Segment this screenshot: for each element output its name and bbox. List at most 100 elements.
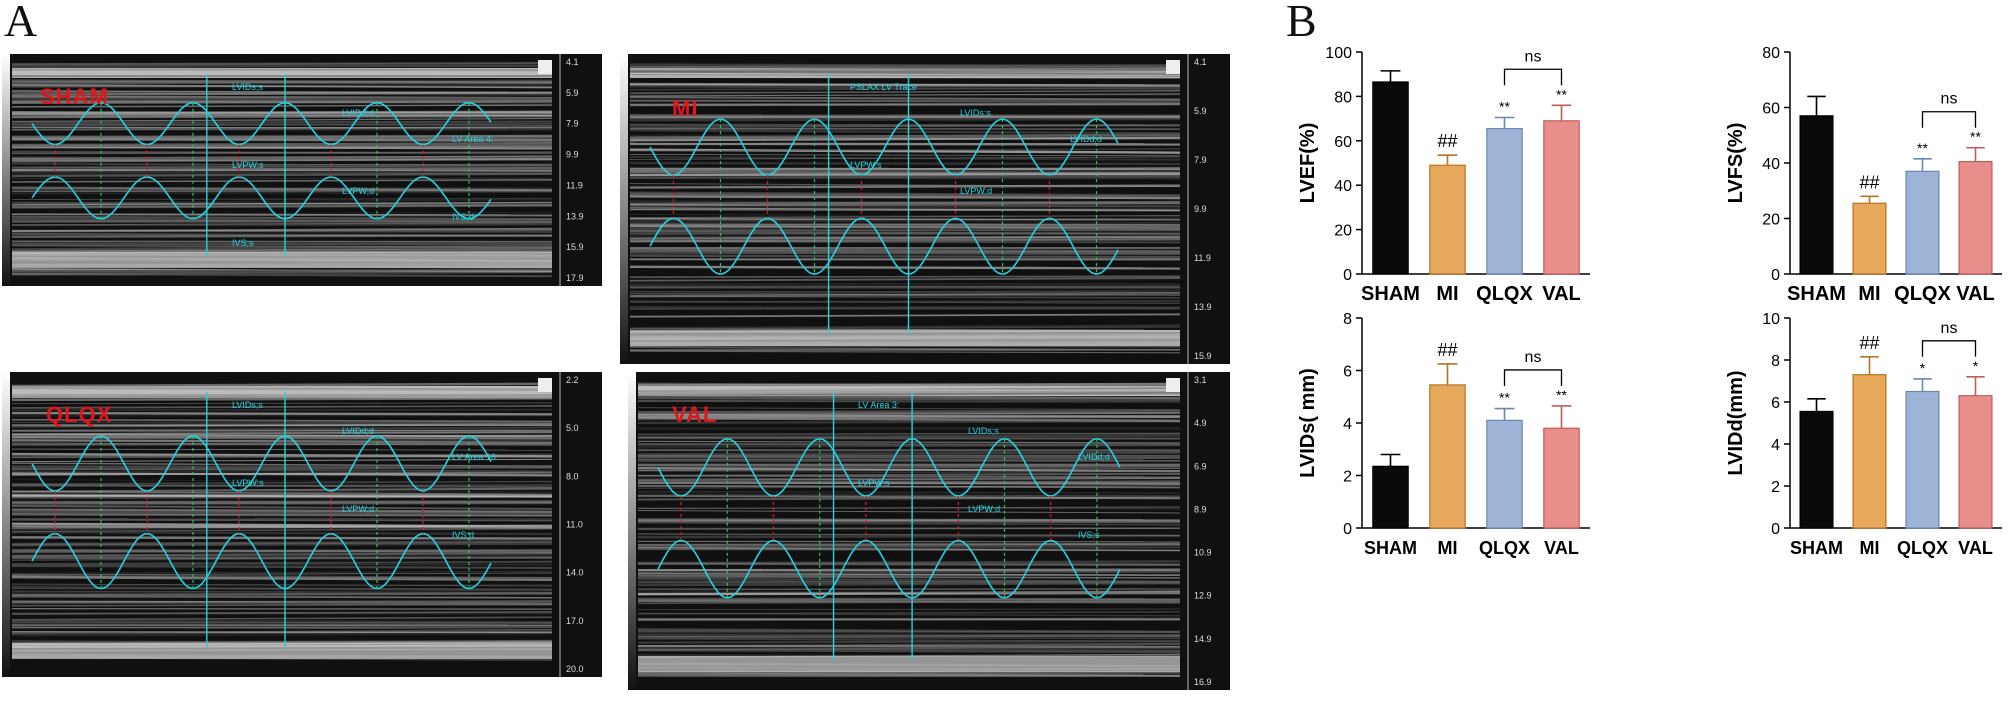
speckle-streak [11, 510, 553, 516]
speckle-streak [11, 426, 553, 432]
speckle-streak [629, 240, 1181, 244]
speckle-streak [11, 90, 553, 94]
speckle-streak [637, 468, 1181, 471]
measurement-annotation: LVIDd;d [342, 426, 374, 436]
y-tick-label: 60 [1762, 101, 1780, 118]
speckle-streak [11, 270, 553, 275]
speckle-streak [637, 582, 1181, 587]
depth-tick-label: 4.1 [566, 57, 579, 67]
mmode-image: LVIDs;s LVIDd;d LV Area 16: LVPW;s LVPW;d IVS… [2, 372, 584, 677]
speckle-streak [11, 458, 553, 463]
y-tick-label: 80 [1762, 45, 1780, 62]
speckle-streak [637, 547, 1181, 552]
speckle-streak [637, 612, 1181, 617]
speckle-streak [11, 453, 553, 458]
speckle-streak [11, 84, 553, 89]
speckle-streak [11, 143, 553, 148]
speckle-streak [11, 480, 553, 485]
speckle-streak [11, 553, 553, 556]
y-tick-label: 6 [1343, 364, 1352, 381]
speckle-streak [11, 113, 553, 118]
speckle-streak [629, 207, 1181, 212]
speckle-streak [637, 543, 1181, 548]
speckle-streak [629, 203, 1181, 207]
speckle-streak [11, 421, 553, 425]
significance-mark: ** [1499, 98, 1510, 114]
probe-logo [1166, 60, 1180, 74]
speckle-streak [637, 416, 1181, 423]
significance-mark: ** [1556, 86, 1567, 102]
speckle-streak [11, 111, 553, 114]
speckle-streak [11, 386, 553, 391]
bracket-label: ns [1941, 91, 1958, 108]
speckle-streak [629, 93, 1181, 97]
depth-tick-label: 6.9 [1194, 461, 1207, 471]
speckle-streak [11, 479, 553, 483]
speckle-streak [637, 473, 1181, 477]
speckle-streak [637, 484, 1181, 489]
speckle-streak [637, 518, 1181, 522]
speckle-streak [637, 382, 1181, 388]
measurement-annotation: PSLAX LV Trace [850, 82, 917, 92]
speckle-streak [637, 570, 1181, 573]
y-axis-label: LVIDs( mm) [1297, 368, 1319, 478]
speckle-streak [11, 462, 553, 467]
y-axis-label: LVEF(%) [1297, 123, 1319, 204]
speckle-streak [637, 496, 1181, 501]
speckle-streak [629, 251, 1181, 256]
speckle-streak [637, 577, 1181, 584]
speckle-streak [629, 213, 1181, 217]
speckle-streak [629, 230, 1181, 235]
wall-trace [31, 532, 492, 590]
speckle-streak [629, 225, 1181, 230]
panel-label-b: B [1286, 0, 1317, 46]
speckle-streak [637, 398, 1181, 403]
speckle-streak [11, 502, 553, 506]
x-tick-label: SHAM [1787, 283, 1846, 305]
speckle-streak [11, 453, 553, 458]
depth-tick-label: 13.9 [1194, 302, 1212, 312]
speckle-streak [629, 153, 1181, 157]
speckle-streak [11, 619, 553, 624]
bracket [1503, 369, 1563, 386]
chart-LVIDs( mm): 0 2 4 6 8 LVIDs( mm) SHAM MI ## QLQX ** VAL ** ns [1297, 311, 1590, 558]
speckle-streak [637, 409, 1181, 413]
measurement-annotation: LVIDs;s [968, 426, 999, 436]
speckle-streak [629, 124, 1181, 129]
speckle-streak [11, 418, 553, 423]
speckle-streak [637, 413, 1181, 418]
speckle-streak [637, 574, 1181, 579]
speckle-streak [11, 91, 553, 96]
speckle-streak [629, 222, 1181, 225]
grayscale-bar [628, 372, 636, 690]
speckle-streak [11, 65, 553, 68]
speckle-streak [629, 248, 1181, 253]
probe-logo [1166, 378, 1180, 392]
bar-qlqx [1905, 390, 1940, 529]
speckle-streak [11, 91, 553, 97]
speckle-streak [629, 192, 1181, 198]
depth-tick-label: 17.0 [566, 616, 584, 626]
speckle-streak [637, 465, 1181, 469]
speckle-streak [637, 494, 1181, 500]
tissue-band [12, 386, 552, 396]
speckle-streak [629, 172, 1181, 177]
speckle-streak [637, 672, 1181, 677]
speckle-streak [637, 382, 1181, 387]
mmode-image: LV Area 3: LVIDs;s LVIDd;d LVPW;s LVPW;d IVS;… [628, 372, 1212, 690]
speckle-streak [11, 448, 553, 451]
x-tick-label: VAL [1542, 283, 1581, 305]
speckle-streak [11, 610, 553, 615]
speckle-streak [11, 490, 553, 496]
speckle-streak [629, 99, 1181, 104]
speckle-streak [629, 285, 1181, 289]
speckle-streak [629, 93, 1181, 97]
speckle-streak [629, 290, 1181, 294]
speckle-streak [11, 163, 553, 166]
speckle-streak [629, 275, 1181, 278]
speckle-streak [629, 232, 1181, 236]
depth-tick-label: 15.9 [1194, 351, 1212, 361]
y-tick-label: 0 [1771, 521, 1780, 538]
speckle-streak [11, 67, 553, 72]
y-tick-label: 100 [1325, 45, 1352, 62]
